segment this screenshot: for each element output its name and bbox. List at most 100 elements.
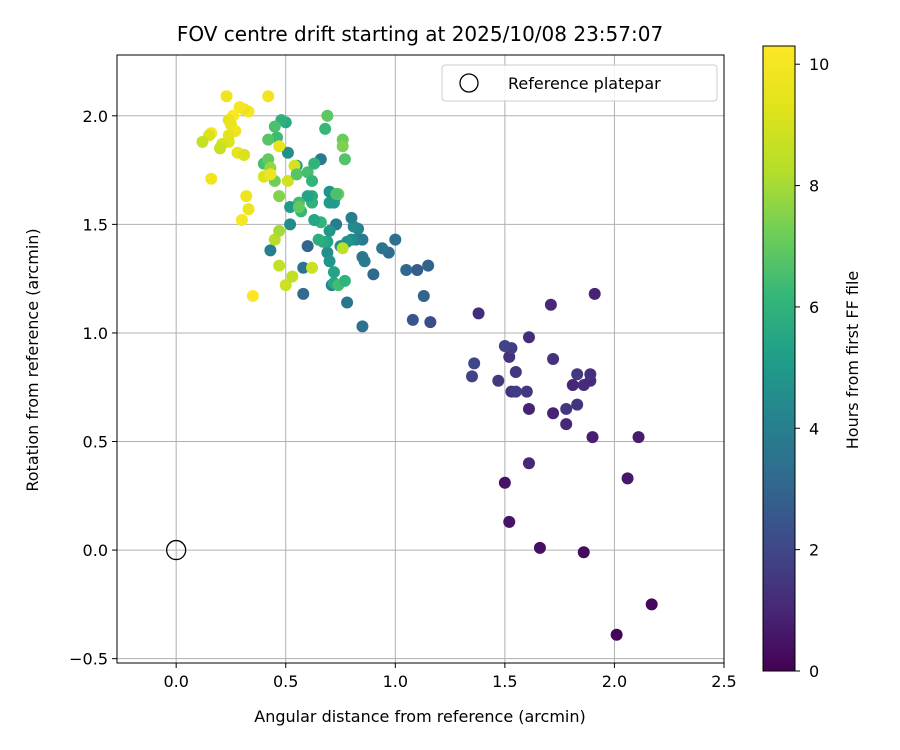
data-point [509,385,522,398]
data-points [196,90,658,641]
data-point [323,196,336,209]
data-point [522,402,535,415]
data-point [284,201,297,213]
data-point [220,90,233,103]
data-point [645,598,658,611]
data-point [286,270,299,283]
reference-marker [166,539,187,561]
data-point [584,368,597,381]
data-point [422,259,435,272]
data-point [273,224,286,237]
data-point [242,203,255,216]
data-point [301,190,314,203]
data-point [547,353,560,365]
data-point [336,242,349,255]
data-point [273,190,286,203]
data-point [356,320,369,333]
data-point [233,101,246,114]
plot-area-frame [116,54,725,664]
colorbar-tick-label: 6 [809,298,819,317]
legend-label: Reference platepar [508,74,661,93]
data-point [498,476,511,489]
y-tick-label: −0.5 [69,650,108,669]
colorbar-ticks: 0 2 4 6 8 10 [795,55,829,681]
x-tick-label: 2.5 [711,672,736,691]
data-point [472,307,485,320]
data-point [560,402,573,415]
data-point [520,385,533,398]
x-tick-label: 0.0 [163,672,188,691]
data-point [279,279,292,292]
legend-reference-marker [459,73,479,93]
data-point [336,140,349,153]
data-point [323,255,336,268]
data-point [246,290,259,303]
data-point [560,418,573,431]
data-point [417,290,430,303]
data-point [468,357,481,370]
legend: Reference platepar [441,64,718,102]
x-tick-label: 1.5 [492,672,517,691]
data-point [308,157,321,170]
data-point [522,457,535,470]
colorbar-tick-label: 0 [809,662,819,681]
data-point [292,201,305,213]
colorbar-tick-label: 2 [809,541,819,560]
data-point [566,379,579,392]
data-point [284,218,297,231]
data-point [571,398,584,411]
data-point [213,142,226,155]
data-point [264,244,277,257]
data-point [367,268,380,281]
y-tick-label: 0.5 [83,433,108,452]
data-point [330,187,343,200]
data-point [376,242,389,255]
data-point [262,133,275,146]
data-point [235,214,248,227]
data-point [338,274,351,287]
data-point [400,263,413,276]
data-point [306,174,319,187]
data-point [586,431,599,444]
grid-lines [117,55,725,663]
colorbar-tick-label: 8 [809,177,819,196]
data-point [297,261,310,274]
data-point [312,233,325,246]
data-point [509,366,522,379]
data-point [273,140,286,153]
colorbar-tick-label: 4 [809,419,819,438]
data-point [571,368,584,381]
data-point [268,120,281,133]
data-point [503,515,516,528]
x-tick-label: 0.5 [273,672,298,691]
colorbar-tick-label: 10 [809,55,829,74]
data-point [273,259,286,272]
data-point [424,316,437,329]
data-point [492,374,505,387]
data-point [319,122,332,135]
data-point [301,240,314,253]
data-point [306,261,319,274]
data-point [290,168,303,181]
data-point [240,190,253,203]
data-point [498,339,511,352]
data-point [356,250,369,263]
data-point [327,266,340,279]
data-point [205,172,218,185]
data-point [323,224,336,237]
y-tick-label: 1.0 [83,324,108,343]
data-point [262,90,275,103]
y-axis-ticks: −0.5 0.0 0.5 1.0 1.5 2.0 [69,107,117,669]
legend-box [441,64,718,102]
y-tick-label: 2.0 [83,107,108,126]
data-point [632,431,645,444]
data-point [196,135,209,148]
data-point [547,407,560,420]
data-point [338,153,351,166]
x-tick-label: 1.0 [383,672,408,691]
data-point [610,628,623,641]
data-point [465,370,478,383]
chart-title: FOV centre drift starting at 2025/10/08 … [177,22,663,46]
data-point [406,313,419,326]
